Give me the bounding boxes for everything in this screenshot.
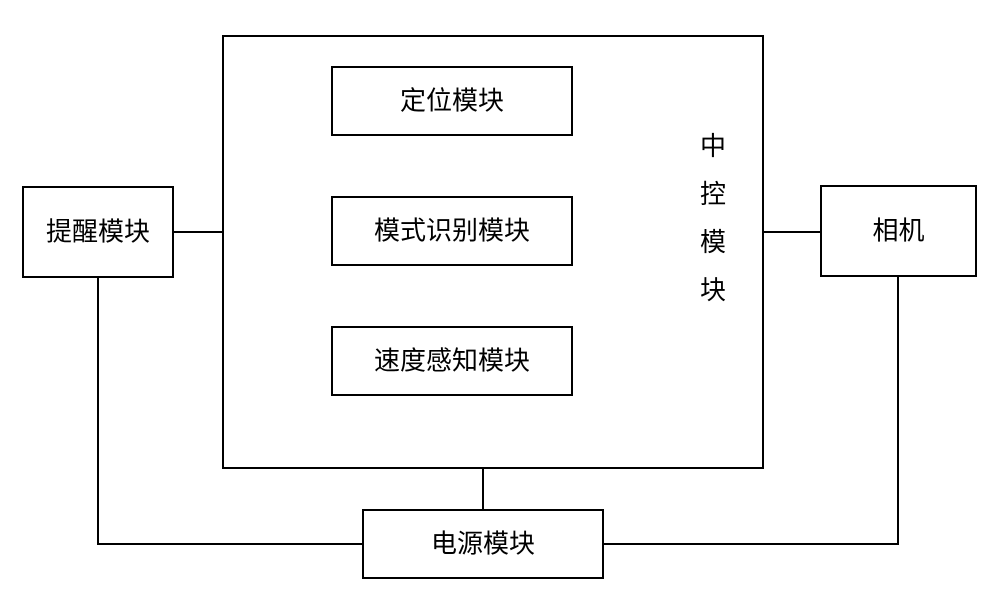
reminder-module-label: 提醒模块 bbox=[46, 218, 150, 247]
locate-module-label: 定位模块 bbox=[400, 87, 504, 116]
connection-reminder_bottom-power_left bbox=[98, 277, 363, 544]
connection-camera_bottom-power_right bbox=[603, 276, 898, 544]
power-module-label: 电源模块 bbox=[431, 530, 535, 559]
central-controller-label: 中控模块 bbox=[700, 132, 726, 305]
camera-label: 相机 bbox=[872, 217, 924, 246]
pattern-recognition-module-label: 模式识别模块 bbox=[374, 217, 530, 246]
speed-sensing-module-label: 速度感知模块 bbox=[374, 347, 530, 376]
